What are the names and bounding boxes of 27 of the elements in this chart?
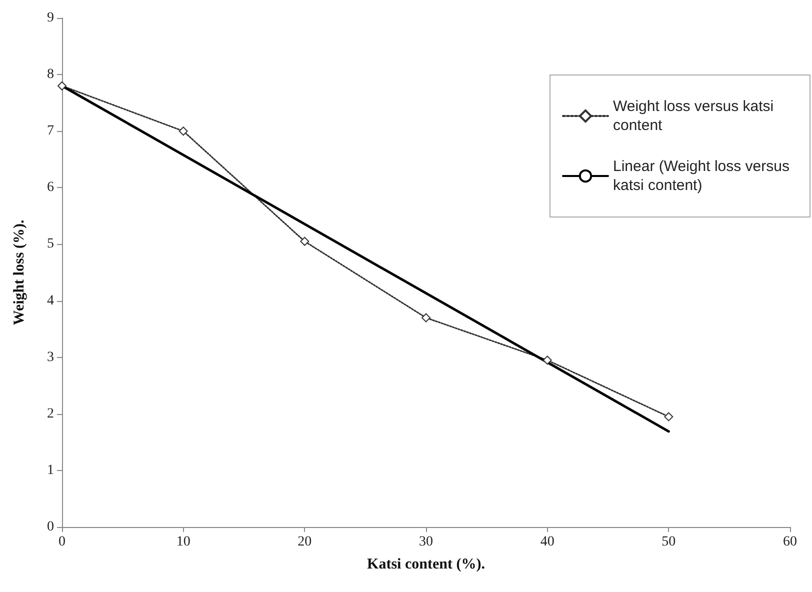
y-tick-label: 1 (47, 462, 54, 478)
y-tick-label: 3 (47, 350, 54, 365)
x-tick-label: 0 (58, 534, 66, 550)
y-tick-label: 7 (47, 124, 54, 139)
x-tick-label: 50 (662, 534, 676, 550)
legend-label: Linear (Weight loss versus katsi content) (613, 158, 794, 194)
x-tick-label: 40 (540, 534, 554, 550)
y-tick-label: 8 (47, 67, 54, 82)
y-tick-label: 6 (47, 180, 54, 196)
y-tick-label: 2 (47, 406, 54, 422)
point (664, 412, 674, 422)
x-tick-label: 10 (176, 534, 190, 550)
point (178, 126, 188, 136)
y-tick-label: 0 (47, 520, 54, 534)
x-tick-label: 30 (419, 534, 433, 550)
point (542, 356, 552, 365)
y-axis-title: Weight loss (%). (12, 220, 28, 326)
x-axis-title: Katsi content (%). (367, 556, 486, 572)
point (300, 236, 310, 246)
legend-label: Weight loss versus katsi content (613, 98, 778, 134)
x-tick-label: 20 (298, 534, 312, 550)
x-tick-label: 60 (783, 534, 797, 550)
y-tick-label: 5 (47, 236, 54, 252)
y-tick-label: 9 (47, 10, 54, 26)
point (422, 313, 430, 322)
y-tick-label: 4 (47, 293, 54, 308)
point (58, 81, 66, 90)
